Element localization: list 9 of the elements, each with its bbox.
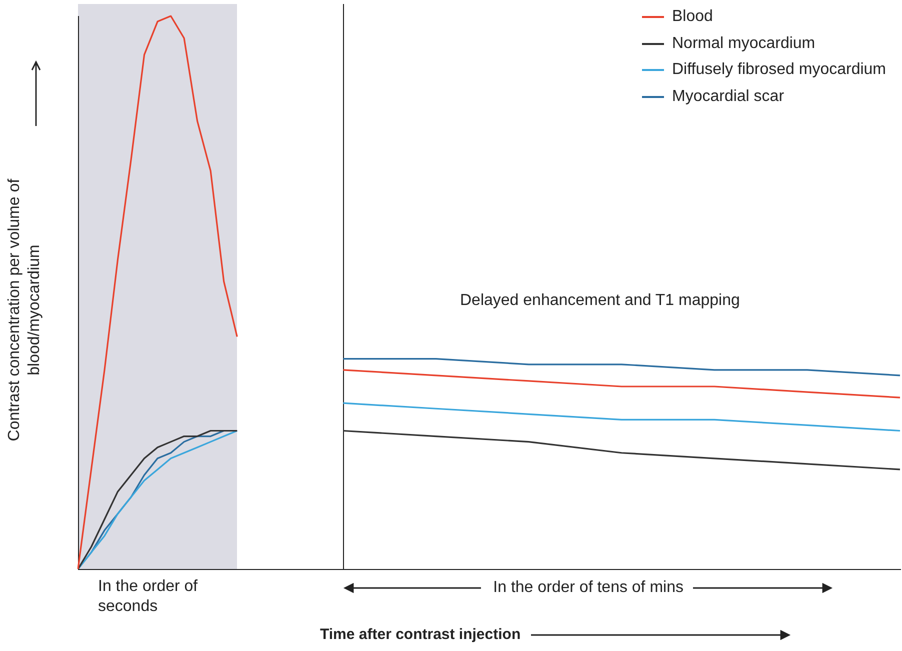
text: In the order of seconds bbox=[98, 577, 199, 617]
text: Time after contrast injection bbox=[320, 626, 521, 643]
legend-label: Myocardial scar bbox=[672, 86, 784, 106]
legend-label: Diffusely fibrosed myocardium bbox=[672, 60, 886, 80]
annotation: Delayed enhancement and T1 mapping bbox=[460, 292, 740, 310]
text: In the order of tens of mins bbox=[493, 579, 684, 597]
y-axis-title: Contrast concentration per volume of blood/myocardium bbox=[5, 178, 44, 444]
legend-label: Normal myocardium bbox=[672, 34, 816, 54]
legend-label: Blood bbox=[672, 7, 713, 27]
